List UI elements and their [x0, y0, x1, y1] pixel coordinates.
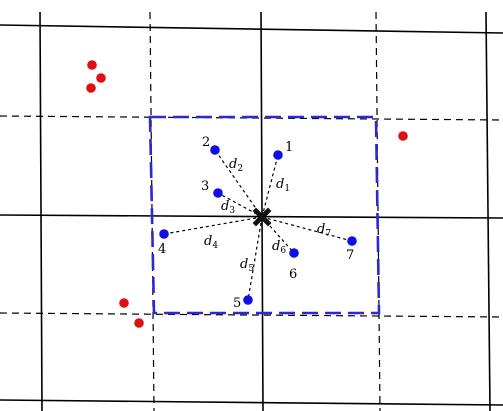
distance-line-1 — [261, 154, 279, 218]
neighbor-label-5: 5 — [233, 296, 241, 311]
distance-label-7: d7 — [317, 222, 331, 239]
other-point — [134, 318, 144, 328]
neighbor-point-6 — [289, 248, 299, 258]
x-cross-icon — [252, 207, 272, 227]
grid-line-v3 — [485, 11, 491, 411]
other-point — [119, 298, 129, 308]
dashed-line-v1 — [149, 11, 155, 411]
grid-line-v2 — [260, 11, 264, 411]
search-window-box — [148, 115, 381, 315]
other-points — [86, 60, 408, 328]
neighbor-labels: 1 2 3 4 5 6 7 — [158, 135, 354, 311]
other-point — [96, 73, 106, 83]
dashed-line-v2 — [375, 11, 381, 411]
grid-line-h3 — [0, 399, 503, 406]
distance-label-3: d3 — [221, 199, 235, 216]
other-point — [86, 83, 96, 93]
other-point — [398, 131, 408, 141]
neighbor-point-4 — [159, 229, 169, 239]
distance-label-4: d4 — [204, 234, 218, 251]
distance-label-2: d2 — [229, 157, 243, 174]
neighbor-label-4: 4 — [158, 242, 166, 257]
neighbor-point-5 — [243, 295, 253, 305]
grid-line-h1 — [0, 24, 503, 34]
distance-labels: d1 d2 d3 d4 d5 d6 d7 — [204, 157, 331, 274]
grid-line-v1 — [39, 11, 43, 411]
neighbor-label-3: 3 — [201, 179, 209, 194]
neighbor-point-1 — [273, 150, 283, 160]
distance-label-6: d6 — [272, 239, 286, 256]
distance-line-4 — [163, 216, 263, 235]
solid-grid-lines — [0, 11, 503, 411]
distance-label-1: d1 — [276, 177, 290, 194]
other-point — [87, 60, 97, 70]
neighbor-points — [159, 145, 357, 305]
distance-line-2 — [214, 149, 263, 218]
neighbor-label-7: 7 — [346, 248, 354, 263]
distance-label-5: d5 — [240, 257, 254, 274]
neighbor-label-2: 2 — [202, 135, 210, 150]
distance-line-7 — [261, 216, 353, 242]
grid-line-h2 — [0, 214, 503, 219]
distance-line-5 — [247, 216, 263, 301]
dashed-grid-lines — [0, 11, 503, 411]
neighbor-label-6: 6 — [289, 267, 297, 282]
neighbor-label-1: 1 — [285, 140, 293, 155]
dashed-line-h2 — [0, 312, 503, 318]
neighbor-point-3 — [213, 188, 223, 198]
neighbor-point-7 — [347, 236, 357, 246]
neighbor-point-2 — [210, 145, 220, 155]
